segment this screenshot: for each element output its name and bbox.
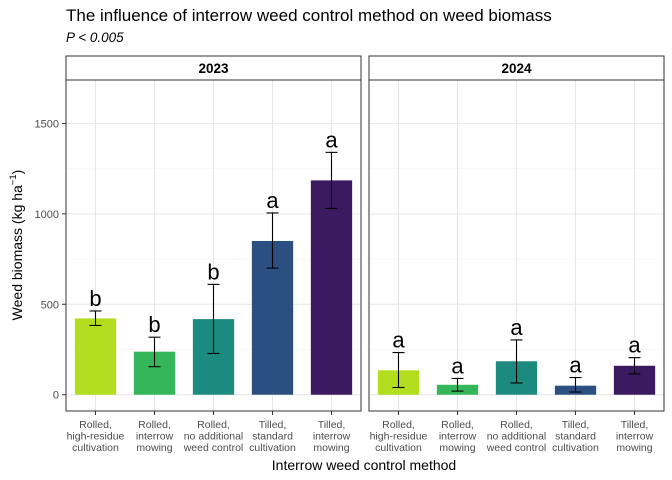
error-bar xyxy=(266,212,279,269)
facet-label: 2023 xyxy=(198,61,229,76)
x-tick-label-line: interrow xyxy=(313,431,351,443)
error-bar xyxy=(628,357,641,375)
x-tick-label-line: Rolled, xyxy=(138,419,171,431)
y-axis-label: Weed biomass (kg ha−1) xyxy=(8,170,25,321)
significance-letter: b xyxy=(89,286,101,311)
x-tick-label-line: Rolled, xyxy=(500,419,533,431)
x-tick-label-line: Tilled, xyxy=(562,419,590,431)
chart-title: The influence of interrow weed control m… xyxy=(66,6,552,25)
x-tick-label-line: Rolled, xyxy=(382,419,415,431)
x-tick-label-line: Tilled, xyxy=(259,419,287,431)
error-bar xyxy=(569,376,582,393)
significance-letter: a xyxy=(451,353,464,378)
x-tick-label-line: interrow xyxy=(439,431,477,443)
facet-strip-2024 xyxy=(368,55,665,81)
x-tick-label-line: cultivation xyxy=(249,442,296,454)
x-tick-label-line: Tilled, xyxy=(621,419,649,431)
x-tick-label-line: Rolled, xyxy=(197,419,230,431)
x-tick-label: Rolled, no additional weed control xyxy=(486,419,547,454)
significance-letter: a xyxy=(628,333,641,358)
x-tick-label-line: high-residue xyxy=(370,431,428,443)
chart-subtitle: P < 0.005 xyxy=(66,30,124,45)
significance-letter: a xyxy=(510,315,523,340)
y-tick-label: 500 xyxy=(41,299,59,311)
x-tick-label: Rolled, interrow mowing xyxy=(439,419,477,454)
x-tick-label-line: standard xyxy=(555,431,596,443)
x-tick-label-line: cultivation xyxy=(72,442,119,454)
y-tick-label: 1500 xyxy=(35,118,59,130)
bar xyxy=(74,318,117,395)
error-bar xyxy=(207,283,220,355)
x-tick-label: Tilled, standard cultivation xyxy=(249,419,296,454)
error-bar xyxy=(325,151,338,209)
x-tick-label-line: mowing xyxy=(136,442,172,454)
significance-letter: a xyxy=(266,188,279,213)
x-tick-label: Rolled, high-residue cultivation xyxy=(370,419,428,454)
x-tick-label-line: cultivation xyxy=(552,442,599,454)
bar xyxy=(310,180,353,395)
x-tick-label-line: Rolled, xyxy=(441,419,474,431)
x-tick-label: Rolled, no additional weed control xyxy=(183,419,244,454)
x-tick-label-line: mowing xyxy=(616,442,652,454)
x-tick-label: Rolled, interrow mowing xyxy=(136,419,174,454)
significance-letter: a xyxy=(392,328,405,353)
y-tick-label: 0 xyxy=(53,390,59,402)
x-tick-label-line: high-residue xyxy=(67,431,125,443)
x-tick-label-line: Tilled, xyxy=(318,419,346,431)
significance-letter: b xyxy=(148,312,160,337)
x-tick-label: Rolled, high-residue cultivation xyxy=(67,419,125,454)
x-tick-label-line: weed control xyxy=(183,442,244,454)
error-bar xyxy=(451,377,464,392)
significance-letter: b xyxy=(207,259,219,284)
x-tick-label-line: interrow xyxy=(136,431,174,443)
error-bar xyxy=(89,310,102,326)
x-tick-label-line: no additional xyxy=(487,431,547,443)
facet-strip-2023 xyxy=(65,55,362,81)
svg-text:Weed biomass (kg ha−1): Weed biomass (kg ha−1) xyxy=(8,170,25,321)
y-axis-label-close: ) xyxy=(9,170,25,175)
y-axis-label-superscript: −1 xyxy=(8,174,19,185)
x-tick-label-line: mowing xyxy=(313,442,349,454)
x-tick-label-line: no additional xyxy=(184,431,244,443)
x-tick-label: Tilled, interrow mowing xyxy=(616,419,654,454)
x-tick-label: Tilled, interrow mowing xyxy=(313,419,351,454)
x-tick-label: Tilled, standard cultivation xyxy=(552,419,599,454)
error-bar xyxy=(392,352,405,389)
significance-letter: a xyxy=(325,127,338,152)
x-tick-label-line: interrow xyxy=(616,431,654,443)
facet-label: 2024 xyxy=(501,61,532,76)
x-tick-label-line: cultivation xyxy=(375,442,422,454)
x-tick-label-line: mowing xyxy=(439,442,475,454)
x-axis-label: Interrow weed control method xyxy=(272,457,456,473)
error-bar xyxy=(148,336,161,368)
y-tick-label: 1000 xyxy=(35,209,59,221)
significance-letter: a xyxy=(569,353,582,378)
x-tick-label-line: standard xyxy=(252,431,293,443)
y-axis-label-main: Weed biomass (kg ha xyxy=(9,185,25,320)
x-tick-label-line: weed control xyxy=(486,442,547,454)
error-bar xyxy=(510,339,523,384)
x-tick-label-line: Rolled, xyxy=(79,419,112,431)
